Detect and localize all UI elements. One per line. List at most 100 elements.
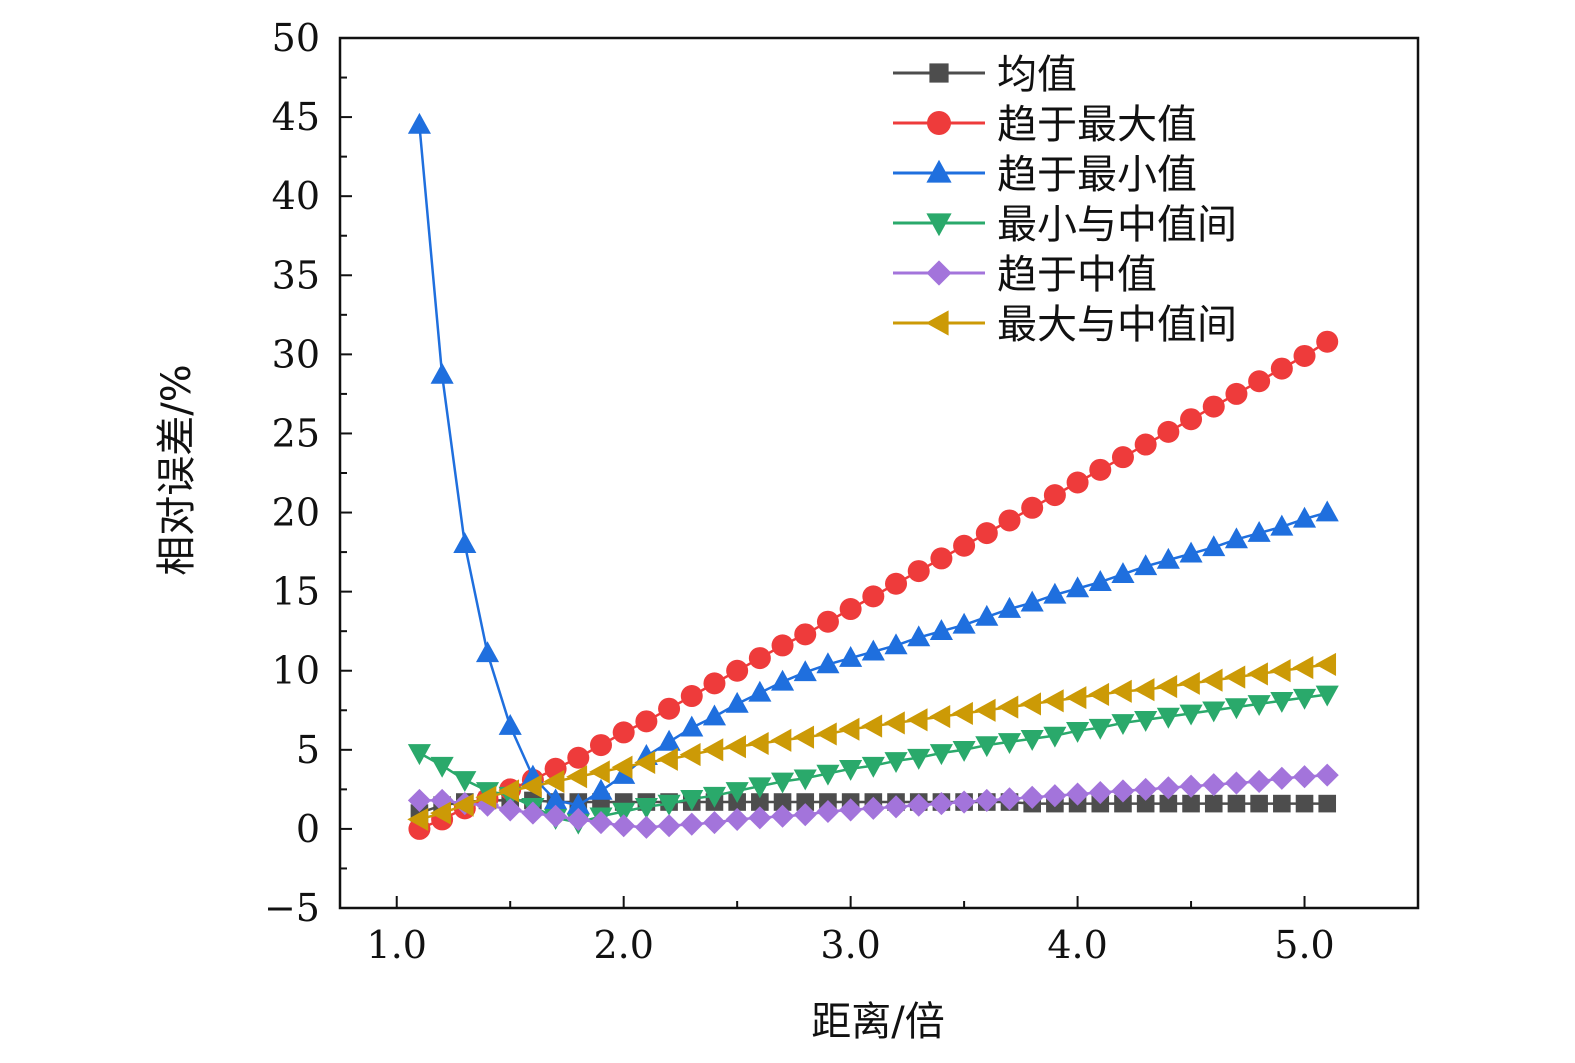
data-point — [1111, 714, 1135, 736]
data-point — [997, 596, 1022, 618]
legend-label: 均值 — [997, 52, 1077, 98]
data-point — [1247, 695, 1271, 717]
data-point — [680, 812, 704, 836]
data-point — [1043, 484, 1066, 507]
data-point — [1273, 794, 1291, 813]
data-point — [748, 777, 772, 799]
data-point — [611, 755, 633, 779]
data-point — [793, 660, 817, 682]
legend-label: 趋于最小值 — [997, 152, 1197, 198]
data-point — [751, 793, 769, 811]
data-point — [838, 717, 860, 741]
data-point — [566, 793, 590, 814]
data-point — [771, 634, 794, 657]
data-point — [612, 721, 635, 744]
data-point — [861, 714, 883, 738]
data-point — [612, 814, 636, 838]
data-point — [929, 792, 953, 816]
data-point — [975, 522, 998, 545]
data-point — [1043, 582, 1067, 604]
data-point — [725, 691, 749, 713]
data-point — [1134, 554, 1158, 576]
data-point — [498, 779, 520, 803]
data-point — [815, 722, 837, 746]
data-point — [953, 534, 976, 557]
data-point — [1156, 674, 1178, 699]
data-point — [1179, 541, 1203, 563]
x-tick-label: 4.0 — [1047, 923, 1107, 967]
data-point — [634, 815, 658, 839]
data-point — [748, 647, 771, 670]
data-point — [997, 787, 1022, 811]
data-point — [794, 623, 817, 646]
data-point — [885, 572, 908, 595]
data-point — [1066, 722, 1090, 743]
y-tick-label: 10 — [272, 649, 320, 693]
data-point — [475, 641, 500, 663]
data-point — [1270, 691, 1294, 713]
data-point — [1089, 458, 1112, 481]
data-point — [1111, 779, 1135, 803]
data-point — [952, 741, 976, 762]
data-point — [1043, 784, 1067, 808]
data-point — [1042, 689, 1064, 713]
data-point — [407, 788, 431, 812]
data-point — [1316, 330, 1339, 353]
data-point — [907, 793, 931, 817]
data-point — [770, 804, 795, 828]
data-point — [770, 728, 792, 752]
data-point — [930, 547, 953, 570]
data-point — [1224, 771, 1248, 795]
x-axis-title: 距离/倍 — [811, 999, 944, 1045]
data-point — [679, 743, 701, 767]
data-point — [702, 786, 727, 808]
data-point — [1225, 382, 1248, 405]
data-point — [907, 625, 931, 647]
data-point — [1133, 678, 1155, 702]
data-point — [520, 774, 542, 798]
data-point — [1179, 704, 1203, 726]
y-tick-label: 40 — [272, 174, 320, 218]
data-point — [1292, 765, 1317, 789]
data-point — [747, 731, 769, 756]
data-point — [1270, 357, 1293, 380]
legend-label: 趋于中值 — [997, 252, 1157, 298]
data-point — [680, 715, 704, 737]
data-point — [1224, 527, 1248, 549]
series-5 — [407, 652, 1337, 831]
data-point — [1110, 679, 1132, 703]
y-tick-label: 45 — [272, 95, 320, 139]
data-point — [1270, 766, 1294, 790]
data-point — [1021, 496, 1044, 519]
legend-entry: 均值 — [893, 52, 1077, 98]
data-point — [793, 769, 817, 791]
data-point — [816, 764, 840, 786]
data-point — [589, 778, 613, 800]
data-point — [1066, 471, 1089, 494]
data-point — [725, 782, 749, 804]
data-point — [975, 736, 999, 758]
data-point — [816, 610, 839, 633]
data-point — [1020, 785, 1044, 809]
data-point — [452, 793, 474, 817]
data-point — [952, 612, 976, 634]
legend-label: 最大与中值间 — [997, 302, 1237, 348]
data-point — [1179, 774, 1203, 798]
series-2 — [407, 112, 1339, 814]
data-point — [796, 793, 815, 811]
data-point — [884, 752, 908, 773]
legend-marker — [929, 63, 949, 83]
data-point — [861, 796, 885, 820]
data-point — [929, 619, 953, 640]
data-point — [589, 734, 612, 757]
data-point — [773, 793, 792, 811]
legend-marker — [925, 310, 949, 336]
data-point — [952, 790, 976, 814]
y-tick-label: 30 — [272, 332, 320, 376]
data-point — [635, 710, 658, 733]
data-point — [702, 738, 724, 762]
data-point — [498, 713, 522, 735]
y-tick-label: −5 — [264, 886, 320, 930]
data-point — [1134, 433, 1157, 456]
data-point — [1136, 794, 1155, 813]
